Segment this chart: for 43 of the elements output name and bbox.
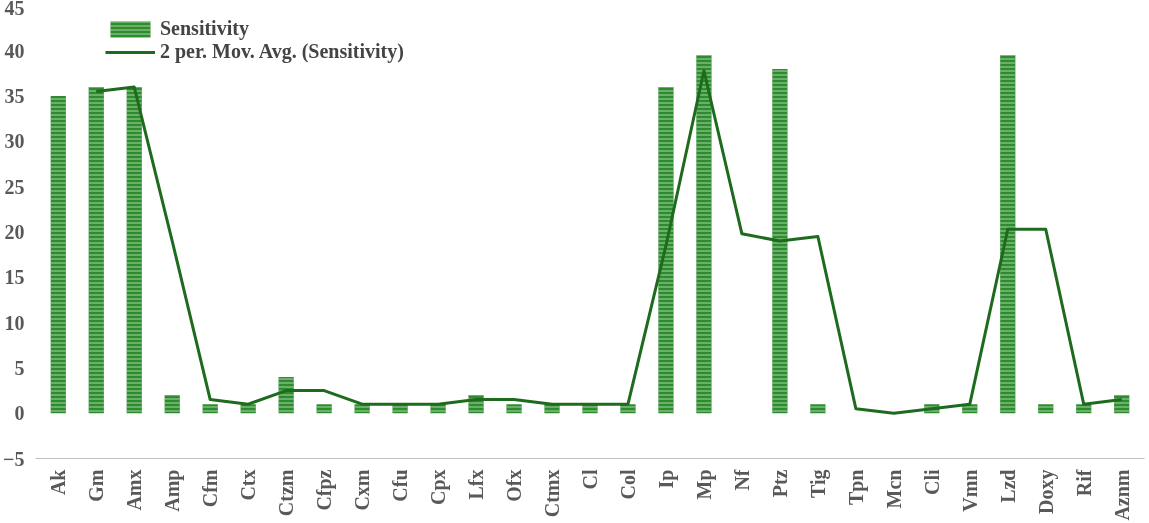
x-tick-label: Nf	[730, 469, 753, 491]
x-tick-label: Mcn	[882, 469, 905, 509]
y-tick-label: 35	[4, 85, 25, 108]
x-tick-label: Cli	[920, 469, 943, 496]
y-tick-label: 0	[14, 402, 25, 425]
legend-label: 2 per. Mov. Avg. (Sensitivity)	[160, 40, 404, 63]
x-tick-label: Doxy	[1034, 469, 1058, 514]
y-tick-label: 45	[4, 0, 25, 19]
x-tick-label: Lfx	[465, 469, 488, 500]
x-tick-label: Cfm	[199, 469, 222, 508]
x-tick-label: Ctmx	[541, 469, 564, 518]
line-series	[94, 69, 1124, 415]
x-tick-label: Ptz	[768, 469, 791, 498]
x-tick-label: Tpn	[844, 469, 868, 506]
x-tick-label: Cfu	[389, 469, 412, 502]
x-tick-label: Cpx	[427, 469, 451, 506]
x-tick-label: Cfpz	[313, 469, 337, 511]
x-tick-label: Rif	[1072, 469, 1095, 497]
y-tick-label: 10	[4, 311, 25, 334]
legend-label: Sensitivity	[160, 17, 249, 40]
y-tick-label: 20	[4, 221, 25, 243]
x-tick-label: Ctzm	[275, 469, 298, 517]
x-tick-label: Vmn	[958, 469, 981, 512]
x-tick-label: Aznm	[1110, 469, 1133, 521]
x-tick-label: Amp	[161, 469, 185, 512]
x-tick-label: Mp	[692, 469, 716, 500]
y-tick-label: 30	[4, 130, 25, 153]
x-tick-label: Cl	[579, 469, 601, 490]
y-tick-label: 15	[4, 266, 25, 289]
y-tick-label: −5	[3, 447, 25, 470]
x-tick-label: Cxm	[351, 469, 374, 511]
x-tick-label: Amx	[123, 469, 146, 511]
x-tick-label: Ctx	[237, 469, 260, 501]
x-tick-label: Ak	[47, 468, 70, 496]
x-tick-label: Ofx	[503, 469, 526, 502]
x-tick-label: Gm	[85, 469, 108, 502]
x-tick-label: Ip	[654, 469, 678, 489]
y-tick-label: 40	[4, 39, 25, 62]
y-tick-label: 25	[4, 175, 25, 198]
y-tick-label: 5	[14, 356, 25, 379]
x-tick-label: Lzd	[996, 469, 1019, 503]
x-tick-label: Tig	[806, 469, 830, 499]
x-tick-label: Col	[616, 469, 639, 500]
